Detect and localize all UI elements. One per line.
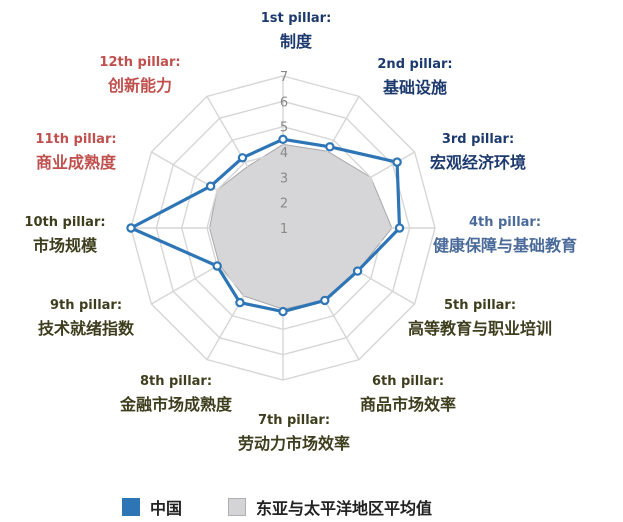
pillar-number-label: 11th pillar: <box>35 132 116 147</box>
pillar-name-label: 基础设施 <box>382 78 447 97</box>
series-china-point <box>325 142 335 152</box>
pillar-number-label: 5th pillar: <box>444 298 516 313</box>
pillar-number-label: 2nd pillar: <box>377 57 452 72</box>
pillar-name-label: 金融市场成熟度 <box>119 395 233 414</box>
series-china-point <box>278 134 288 145</box>
series-china-point <box>212 261 222 271</box>
pillar-name-label: 健康保障与基础教育 <box>433 236 577 255</box>
pillar-name-label: 宏观经济环境 <box>430 153 526 172</box>
pillar-number-label: 4th pillar: <box>469 215 541 230</box>
legend-swatch-average <box>228 498 247 516</box>
pillar-name-label: 制度 <box>280 32 313 51</box>
legend: 中国 东亚与太平洋地区平均值 <box>122 495 478 519</box>
pillar-name-label: 商品市场效率 <box>360 395 456 414</box>
series-china-point <box>352 266 363 276</box>
pillar-number-label: 12th pillar: <box>99 55 180 70</box>
series-china-point <box>126 223 136 233</box>
series-china-point <box>320 295 330 306</box>
legend-swatch-china <box>122 498 140 516</box>
pillar-number-label: 3rd pillar: <box>442 132 514 147</box>
legend-item-average: 东亚与太平洋地区平均值 <box>228 495 432 519</box>
grid-spoke <box>206 96 284 229</box>
pillar-name-label: 劳动力市场效率 <box>238 434 350 453</box>
axis-tick-label: 1 <box>280 222 288 237</box>
pillar-name-label: 高等教育与职业培训 <box>408 319 552 338</box>
series-china-point <box>392 157 402 167</box>
pillar-name-label: 市场规模 <box>33 236 98 255</box>
series-china-point <box>235 297 245 308</box>
pillar-number-label: 9th pillar: <box>50 298 122 313</box>
pillar-name-label: 创新能力 <box>107 76 172 95</box>
pillar-name-label: 技术就绪指数 <box>38 319 135 338</box>
axis-tick-label: 7 <box>280 70 288 85</box>
grid-spoke <box>282 227 360 360</box>
grid-spoke <box>282 96 360 229</box>
legend-item-china: 中国 <box>122 495 182 519</box>
axis-tick-label: 5 <box>280 121 288 136</box>
pillar-number-label: 6th pillar: <box>372 374 444 389</box>
legend-label-average: 东亚与太平洋地区平均值 <box>256 499 433 518</box>
grid-spoke <box>282 227 415 305</box>
pillar-number-label: 7th pillar: <box>258 413 330 428</box>
grid-spoke <box>151 151 284 229</box>
pillar-number-label: 8th pillar: <box>140 374 212 389</box>
axis-tick-label: 3 <box>280 171 288 186</box>
grid-spoke <box>206 227 284 360</box>
axis-tick-label: 6 <box>280 95 288 110</box>
series-china-point <box>205 181 216 191</box>
series-china-point <box>237 153 248 163</box>
pillar-number-label: 10th pillar: <box>24 215 105 230</box>
axis-tick-label: 4 <box>280 146 288 161</box>
series-china-point <box>394 223 405 233</box>
grid-spoke <box>282 151 415 229</box>
legend-label-china: 中国 <box>150 499 183 518</box>
axis-tick-label: 2 <box>280 197 288 212</box>
pillar-name-label: 商业成熟度 <box>36 153 117 172</box>
pillar-number-label: 1st pillar: <box>261 11 332 26</box>
series-china-point <box>278 306 288 317</box>
